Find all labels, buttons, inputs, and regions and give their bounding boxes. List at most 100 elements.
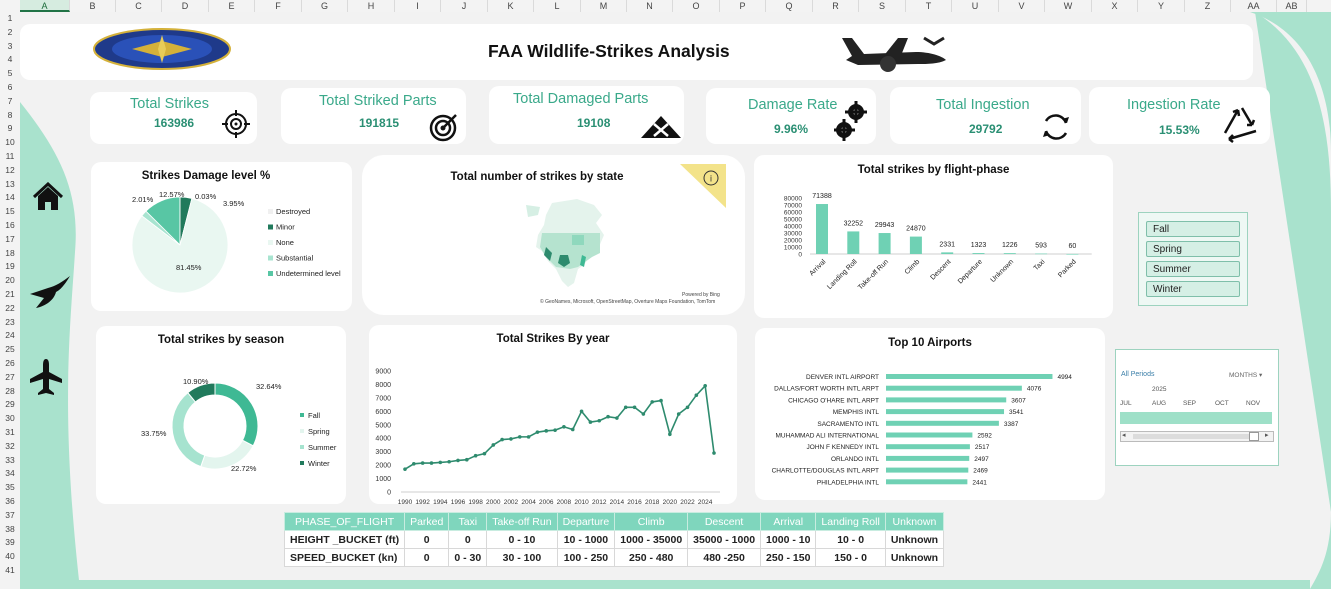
row-header[interactable]: 17: [5, 233, 15, 244]
timeline-month[interactable]: OCT: [1215, 400, 1229, 407]
scroll-track[interactable]: [1133, 434, 1251, 439]
table-cell[interactable]: 480 -250: [687, 548, 762, 567]
row-header[interactable]: 5: [7, 68, 13, 79]
column-header[interactable]: T: [906, 0, 952, 12]
table-cell[interactable]: 0 - 30: [448, 548, 488, 567]
row-header[interactable]: 21: [5, 289, 15, 299]
scroll-left-icon[interactable]: ◂: [1122, 432, 1126, 439]
table-cell[interactable]: 1000 - 10: [760, 530, 817, 549]
row-header[interactable]: 12: [5, 164, 15, 175]
timeline-month[interactable]: AUG: [1152, 400, 1167, 407]
table-cell[interactable]: 100 - 250: [556, 548, 616, 567]
column-header[interactable]: Q: [766, 0, 813, 12]
table-cell[interactable]: 150 - 0: [815, 548, 886, 567]
table-cell[interactable]: 0: [404, 530, 450, 549]
row-header[interactable]: 37: [5, 509, 15, 520]
row-header[interactable]: 27: [5, 371, 15, 382]
timeline-level-dropdown[interactable]: MONTHS ▾: [1229, 371, 1262, 379]
column-header[interactable]: I: [395, 0, 441, 12]
table-cell[interactable]: 1000 - 35000: [614, 530, 689, 549]
row-header[interactable]: 24: [5, 330, 15, 341]
row-header[interactable]: 33: [5, 454, 15, 465]
slicer-item-summer[interactable]: Summer: [1146, 261, 1240, 277]
column-header[interactable]: L: [534, 0, 581, 12]
column-header[interactable]: H: [348, 0, 395, 12]
table-cell[interactable]: 0: [404, 548, 450, 567]
row-header[interactable]: 7: [7, 95, 13, 106]
home-icon[interactable]: [32, 182, 64, 212]
column-header[interactable]: Y: [1138, 0, 1185, 12]
column-header[interactable]: V: [999, 0, 1045, 12]
column-header[interactable]: U: [952, 0, 999, 12]
row-header[interactable]: 15: [5, 206, 15, 217]
row-header[interactable]: 10: [5, 137, 15, 148]
row-header[interactable]: 8: [7, 109, 13, 120]
table-cell[interactable]: 30 - 100: [486, 548, 558, 567]
column-header[interactable]: M: [581, 0, 627, 12]
table-cell[interactable]: Unknown: [884, 530, 945, 549]
row-header[interactable]: 36: [5, 496, 15, 506]
row-header[interactable]: 13: [5, 178, 15, 189]
column-header[interactable]: B: [70, 0, 116, 12]
row-header[interactable]: 20: [5, 275, 15, 286]
column-header[interactable]: E: [209, 0, 255, 12]
table-cell[interactable]: Unknown: [884, 548, 945, 567]
column-header[interactable]: G: [302, 0, 348, 12]
row-header[interactable]: 6: [7, 82, 13, 92]
row-header[interactable]: 23: [5, 316, 15, 327]
column-header[interactable]: S: [859, 0, 906, 12]
column-header[interactable]: AA: [1231, 0, 1277, 12]
timeline-month[interactable]: NOV: [1246, 400, 1261, 407]
column-header[interactable]: W: [1045, 0, 1092, 12]
row-header[interactable]: 41: [5, 565, 15, 575]
table-cell[interactable]: 0: [448, 530, 488, 549]
table-cell[interactable]: SPEED_BUCKET (kn): [283, 548, 406, 567]
row-header[interactable]: 34: [5, 468, 15, 479]
table-cell[interactable]: 35000 - 1000: [687, 530, 762, 549]
table-cell[interactable]: HEIGHT _BUCKET (ft): [283, 530, 406, 549]
row-header[interactable]: 28: [5, 385, 15, 396]
slicer-item-spring[interactable]: Spring: [1146, 241, 1240, 257]
table-cell[interactable]: 250 - 480: [614, 548, 689, 567]
row-header[interactable]: 18: [5, 247, 15, 258]
row-header[interactable]: 29: [5, 399, 15, 410]
row-header[interactable]: 25: [5, 344, 15, 355]
row-header[interactable]: 32: [5, 440, 15, 451]
timeline-scrollbar[interactable]: ◂ ▸: [1120, 431, 1274, 442]
column-header[interactable]: J: [441, 0, 488, 12]
row-header[interactable]: 9: [7, 123, 13, 134]
slicer-item-winter[interactable]: Winter: [1146, 281, 1240, 297]
scroll-thumb[interactable]: [1249, 432, 1259, 441]
column-header[interactable]: K: [488, 0, 534, 12]
row-header[interactable]: 26: [5, 358, 15, 368]
timeline-month[interactable]: SEP: [1183, 400, 1197, 407]
column-header[interactable]: X: [1092, 0, 1138, 12]
row-header[interactable]: 2: [7, 26, 13, 37]
column-header[interactable]: AB: [1277, 0, 1307, 12]
slicer-item-fall[interactable]: Fall: [1146, 221, 1240, 237]
column-header[interactable]: D: [162, 0, 209, 12]
table-cell[interactable]: 0 - 10: [486, 530, 558, 549]
row-headers[interactable]: 1 2 3 4 5 6 7 8 9 10 11 12 13 14 15 16 17 18 19 20 21 22 23 24 2…: [0, 12, 21, 589]
row-header[interactable]: 11: [5, 151, 15, 161]
row-header[interactable]: 4: [7, 54, 13, 65]
timeline-slicer[interactable]: All Periods MONTHS ▾ 2025 JUL AUG SEP OC…: [1115, 349, 1279, 466]
timeline-month[interactable]: JUL: [1120, 400, 1132, 407]
timeline-range-bar[interactable]: [1120, 412, 1272, 424]
row-header[interactable]: 40: [5, 551, 15, 562]
table-cell[interactable]: 250 - 150: [760, 548, 817, 567]
column-header[interactable]: R: [813, 0, 859, 12]
column-header[interactable]: C: [116, 0, 162, 12]
row-header[interactable]: 19: [5, 261, 15, 272]
column-header[interactable]: N: [627, 0, 673, 12]
info-badge[interactable]: i: [680, 164, 728, 208]
row-header[interactable]: 30: [5, 413, 15, 424]
row-header[interactable]: 38: [5, 523, 15, 534]
hummingbird-icon[interactable]: [28, 274, 72, 310]
column-header[interactable]: A: [20, 0, 70, 12]
table-cell[interactable]: 10 - 1000: [556, 530, 616, 549]
row-header[interactable]: 14: [5, 192, 15, 203]
column-header[interactable]: F: [255, 0, 302, 12]
row-header[interactable]: 22: [5, 302, 15, 313]
airplane-nav-icon[interactable]: [28, 357, 64, 397]
